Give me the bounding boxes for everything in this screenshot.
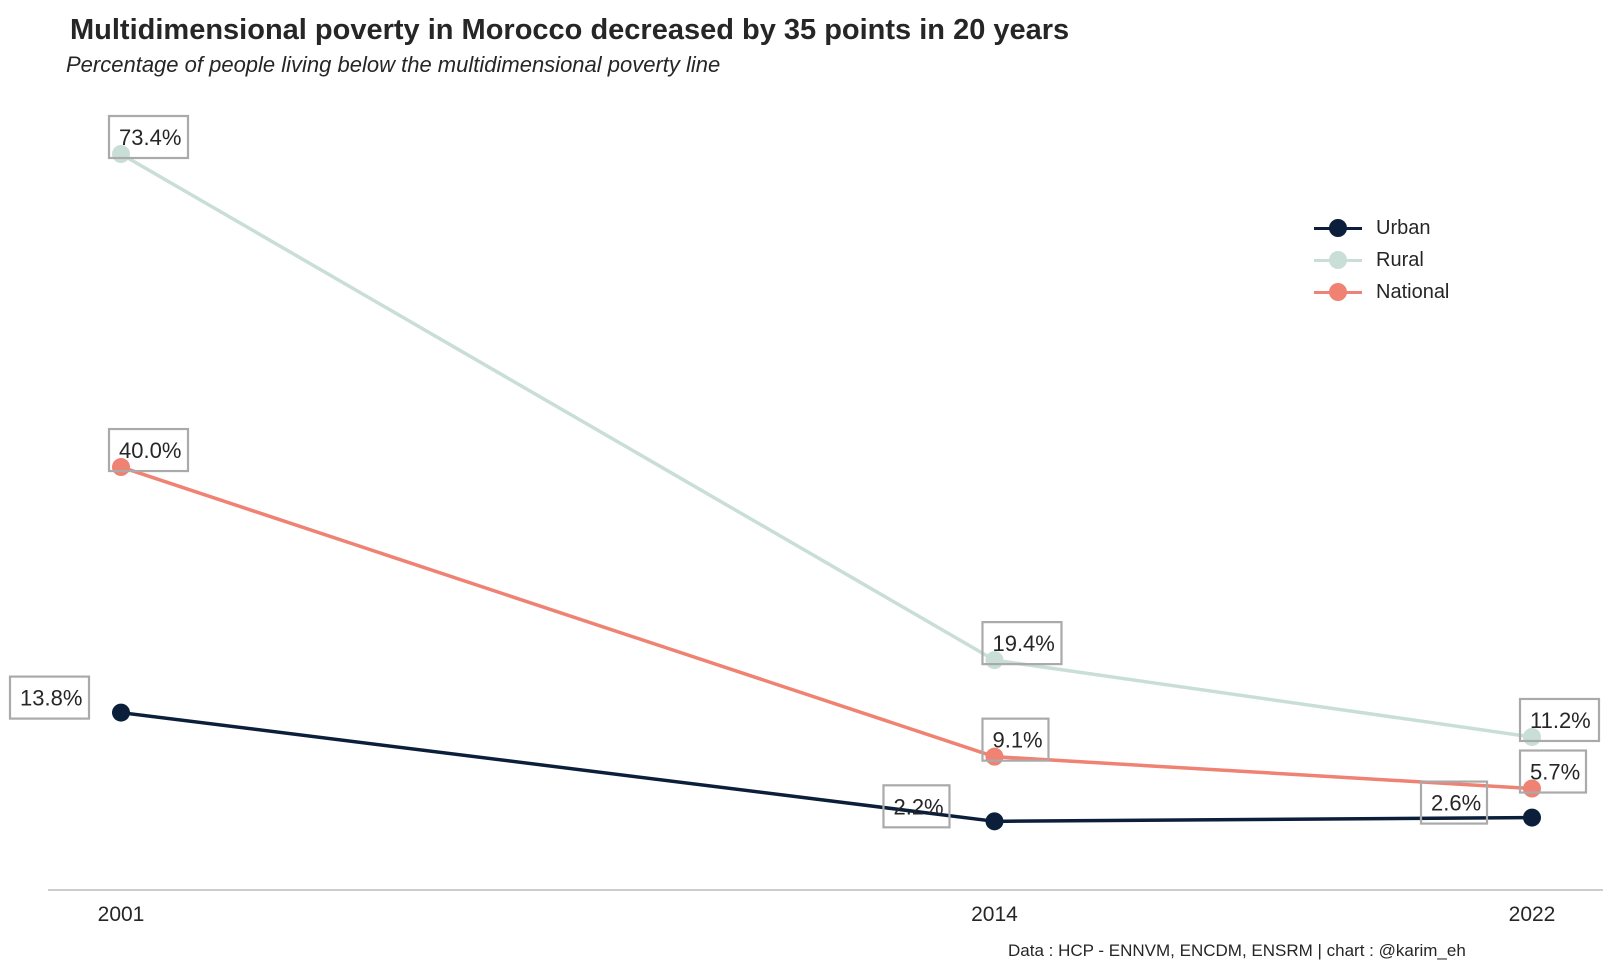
legend-swatch-national xyxy=(1314,282,1362,302)
x-tick-label-2001: 2001 xyxy=(98,903,145,926)
data-label-box-national-2014 xyxy=(981,717,1050,762)
legend-item-national: National xyxy=(1314,276,1449,308)
x-tick-label-2014: 2014 xyxy=(971,903,1018,926)
data-label-box-urban-2001 xyxy=(8,675,91,720)
data-label-rural-2014: 19.4% xyxy=(992,631,1054,656)
data-label-national-2022: 5.7% xyxy=(1530,760,1580,785)
x-tick-label-2022: 2022 xyxy=(1509,903,1556,926)
data-label-urban-2001: 13.8% xyxy=(20,686,82,711)
data-label-urban-2014: 2.2% xyxy=(893,794,943,819)
data-label-box-rural-2001 xyxy=(107,114,190,160)
data-label-urban-2022: 2.6% xyxy=(1431,791,1481,816)
data-point-urban-2001 xyxy=(112,703,130,722)
legend-item-rural: Rural xyxy=(1314,244,1449,276)
data-label-box-national-2001 xyxy=(107,427,190,473)
legend-item-urban: Urban xyxy=(1314,212,1449,244)
series-line-urban xyxy=(120,710,1533,824)
legend-label-urban: Urban xyxy=(1376,216,1431,239)
chart-title: Multidimensional poverty in Morocco decr… xyxy=(70,14,1070,46)
legend-swatch-urban xyxy=(1314,218,1362,238)
data-label-box-rural-2014 xyxy=(981,621,1063,666)
legend-swatch-rural xyxy=(1314,250,1362,270)
data-label-box-rural-2022 xyxy=(1518,697,1601,743)
data-point-urban-2022 xyxy=(1523,808,1541,827)
data-label-box-urban-2014 xyxy=(882,784,951,829)
legend: Urban Rural National xyxy=(1314,212,1449,308)
source-note: Data : HCP - ENNVM, ENCDM, ENSRM | chart… xyxy=(1008,941,1466,960)
data-label-box-national-2022 xyxy=(1518,749,1588,794)
legend-label-rural: Rural xyxy=(1376,248,1424,271)
legend-label-national: National xyxy=(1376,280,1450,303)
data-label-national-2014: 9.1% xyxy=(992,728,1042,753)
chart-subtitle: Percentage of people living below the mu… xyxy=(66,52,721,77)
data-label-box-urban-2022 xyxy=(1419,780,1489,825)
data-point-urban-2014 xyxy=(985,812,1004,831)
data-label-rural-2022: 11.2% xyxy=(1530,708,1591,733)
data-label-national-2001: 40.0% xyxy=(119,438,181,463)
data-label-rural-2001: 73.4% xyxy=(119,125,181,150)
